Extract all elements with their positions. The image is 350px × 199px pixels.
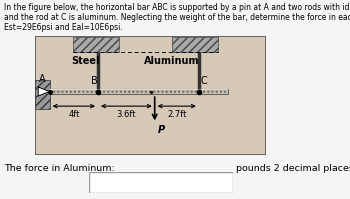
Text: and the rod at C is aluminum. Neglecting the weight of the bar, determine the fo: and the rod at C is aluminum. Neglecting… bbox=[4, 13, 350, 22]
Bar bbox=[172, 37, 218, 52]
Text: P: P bbox=[158, 125, 165, 135]
Text: Steel: Steel bbox=[71, 56, 100, 66]
Text: Aluminum: Aluminum bbox=[144, 56, 199, 66]
Text: B: B bbox=[91, 76, 98, 86]
Text: Est=29E6psi and Eal=10E6psi.: Est=29E6psi and Eal=10E6psi. bbox=[4, 23, 123, 32]
Bar bbox=[35, 80, 50, 109]
Text: The force in Aluminum:: The force in Aluminum: bbox=[4, 164, 115, 173]
Text: 4ft: 4ft bbox=[68, 110, 79, 119]
Polygon shape bbox=[38, 87, 50, 96]
Text: A: A bbox=[39, 74, 46, 84]
Text: C: C bbox=[201, 76, 208, 86]
Text: 2.7ft: 2.7ft bbox=[167, 110, 187, 119]
Text: 3.6ft: 3.6ft bbox=[117, 110, 136, 119]
Bar bbox=[50, 89, 228, 94]
Text: pounds 2 decimal places: pounds 2 decimal places bbox=[236, 164, 350, 173]
Bar bbox=[73, 37, 119, 52]
Bar bbox=[50, 89, 228, 91]
Text: In the figure below, the horizontal bar ABC is supported by a pin at A and two r: In the figure below, the horizontal bar … bbox=[4, 3, 350, 12]
